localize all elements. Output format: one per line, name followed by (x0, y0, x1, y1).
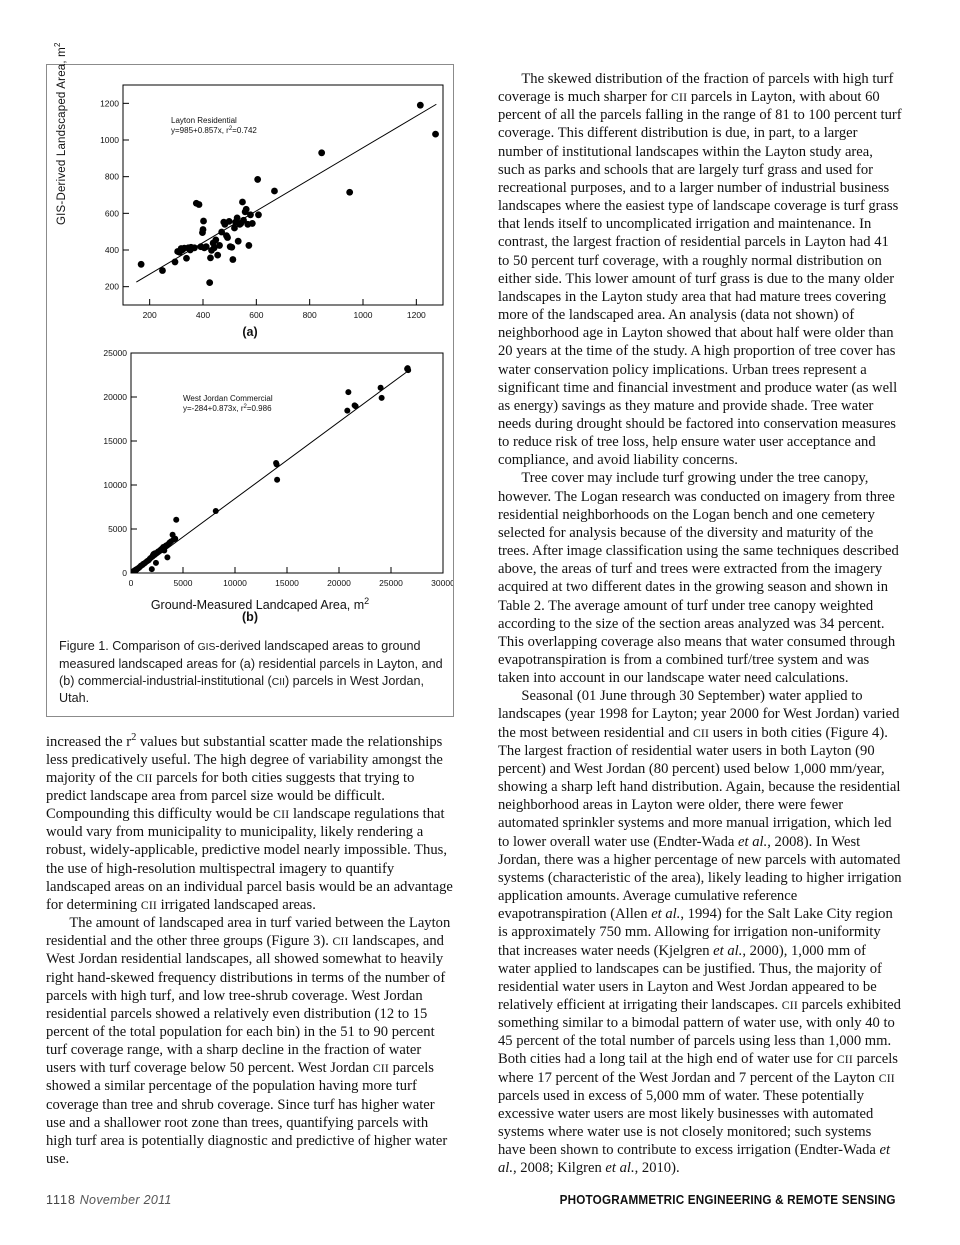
figure-1-caption: Figure 1. Comparison of GIS-derived land… (55, 638, 445, 708)
svg-text:30000: 30000 (431, 578, 453, 588)
svg-text:1000: 1000 (100, 135, 119, 145)
svg-text:200: 200 (143, 310, 157, 320)
scatter-plot-b: 0 5000 10000 15000 20000 25000 30000 0 5000 10000… (103, 348, 453, 588)
chart-annotation-title: West Jordan Commercial (183, 394, 273, 403)
svg-text:600: 600 (249, 310, 263, 320)
chart-panel-b: 0 5000 10000 15000 20000 25000 30000 0 5000 10000… (83, 343, 453, 595)
svg-text:1000: 1000 (354, 310, 373, 320)
svg-text:5000: 5000 (174, 578, 193, 588)
svg-text:5000: 5000 (108, 524, 127, 534)
svg-text:25000: 25000 (379, 578, 403, 588)
panel-b-x-axis-label: Ground-Measured Landcaped Area, m2 (75, 596, 445, 612)
svg-text:0: 0 (129, 578, 134, 588)
chart-annotation-equation: y=985+0.857x, r2=0.742 (171, 126, 257, 135)
right-column: The skewed distribution of the fraction … (498, 70, 902, 1178)
charts-wrapper: GIS-Derived Landscaped Area, m2 200 400 60… (53, 42, 453, 625)
svg-text:1200: 1200 (407, 310, 426, 320)
svg-text:20000: 20000 (327, 578, 351, 588)
chart-panel-a: 200 400 600 800 1000 1200 200 400 600 800 1000 1200… (83, 75, 445, 327)
panel-a-label: (a) (242, 325, 258, 339)
footer-left: 1118 November 2011 (46, 1193, 172, 1207)
panel-b-x-axis-label-text: Ground-Measured Landcaped Area, m (150, 598, 365, 613)
shared-y-axis-label-text: GIS-Derived Landscaped Area, m (55, 47, 68, 225)
figure-1-box: GIS-Derived Landscaped Area, m2 200 400 60… (46, 42, 454, 717)
svg-text:10000: 10000 (103, 480, 127, 490)
svg-text:400: 400 (196, 310, 210, 320)
panel-b-x-axis-label-sup: 2 (364, 596, 370, 606)
panel-b-label: (b) (242, 610, 258, 625)
svg-text:0: 0 (122, 568, 127, 578)
figure-caption-line-1: Figure 1. Comparison of GIS-derived land… (59, 639, 443, 706)
svg-text:400: 400 (105, 245, 119, 255)
chart-annotation-equation: y=-284+0.873x, r2=0.986 (183, 404, 272, 413)
shared-y-axis-label-sup: 2 (53, 42, 62, 48)
svg-text:10000: 10000 (223, 578, 247, 588)
svg-text:15000: 15000 (103, 436, 127, 446)
paragraph: The amount of landscaped area in turf va… (46, 915, 451, 1168)
left-column: GIS-Derived Landscaped Area, m2 200 400 60… (46, 42, 454, 1169)
svg-text:600: 600 (105, 208, 119, 218)
svg-text:25000: 25000 (103, 348, 127, 358)
page-number: 1118 (46, 1193, 76, 1207)
left-column-body: increased the r2 values but substantial … (46, 731, 454, 1169)
shared-y-axis-label: GIS-Derived Landscaped Area, m2 (53, 42, 68, 225)
svg-text:800: 800 (105, 172, 119, 182)
svg-text:15000: 15000 (275, 578, 299, 588)
paragraph: Seasonal (01 June through 30 September) … (498, 688, 902, 1177)
svg-text:20000: 20000 (103, 392, 127, 402)
paragraph: Tree cover may include turf growing unde… (498, 470, 899, 687)
scatter-plot-a: 200 400 600 800 1000 1200 200 400 600 800 1000 1200… (100, 84, 444, 320)
svg-text:1200: 1200 (100, 98, 119, 108)
journal-title: PHOTOGRAMMETRIC ENGINEERING & REMOTE SEN… (559, 1192, 896, 1207)
issue-date: November 2011 (79, 1193, 172, 1207)
paragraph: The skewed distribution of the fraction … (498, 71, 902, 469)
chart-annotation-title: Layton Residential (171, 116, 237, 125)
svg-text:800: 800 (303, 310, 317, 320)
paragraph: increased the r2 values but substantial … (46, 731, 453, 913)
svg-text:200: 200 (105, 282, 119, 292)
page-footer: 1118 November 2011 PHOTOGRAMMETRIC ENGIN… (46, 1192, 914, 1207)
